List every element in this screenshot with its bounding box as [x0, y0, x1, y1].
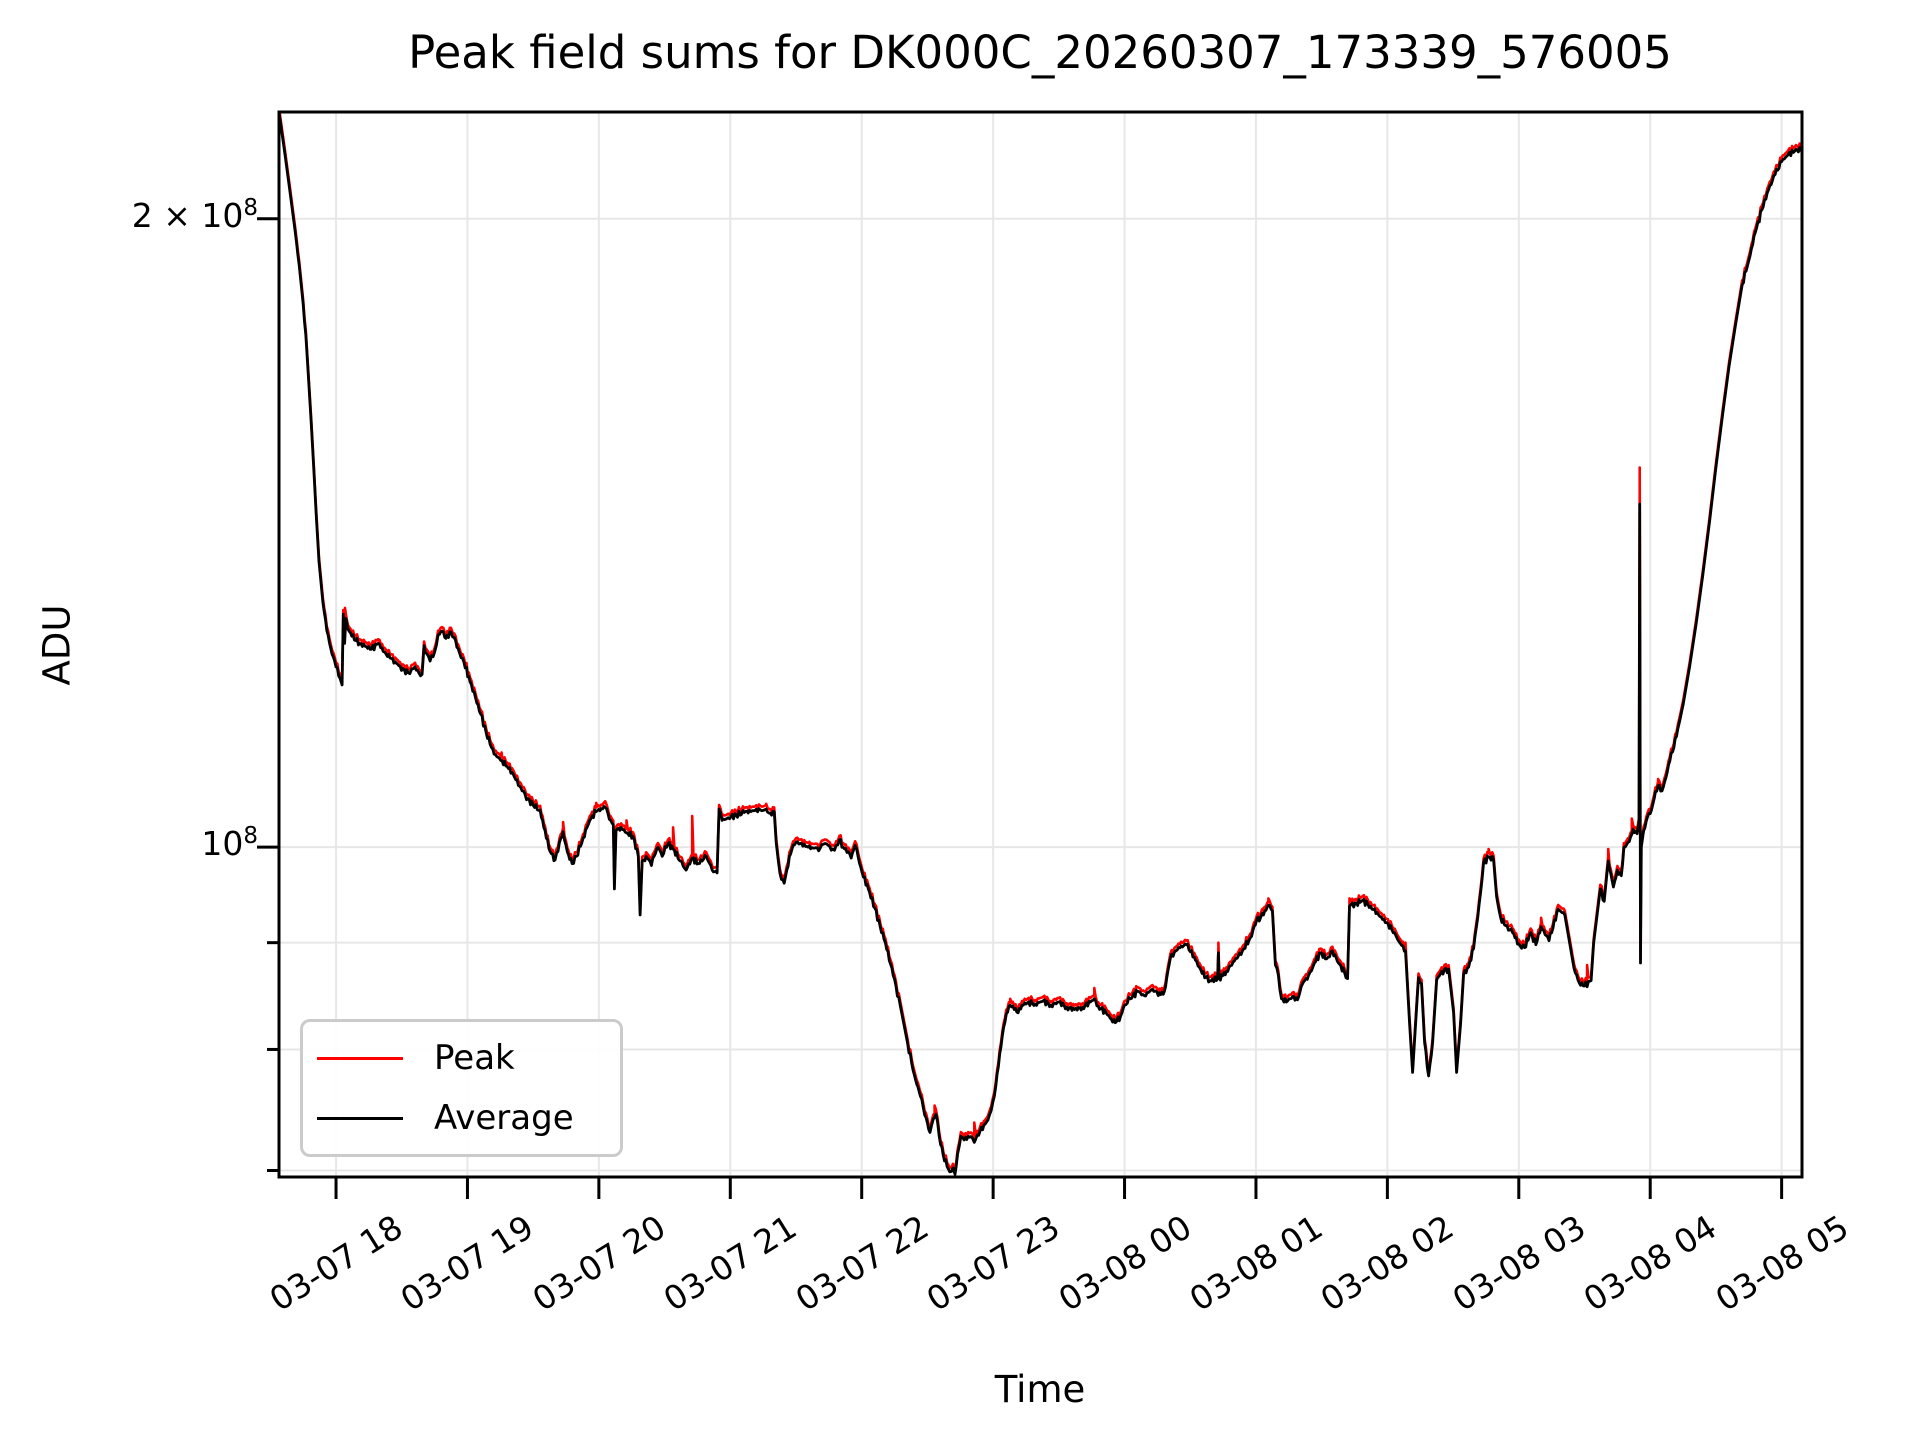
legend-item-peak: Peak: [303, 1038, 620, 1078]
y-axis-label: ADU: [35, 604, 79, 686]
series-lines: [279, 112, 1802, 1176]
peak-line-swatch: [317, 1056, 403, 1060]
average-line: [279, 112, 1802, 1176]
average-line-swatch: [317, 1116, 403, 1120]
axes-spines: [277, 110, 1804, 1179]
peak-line: [279, 112, 1802, 1172]
legend-label-average: Average: [434, 1098, 574, 1138]
axis-ticks: [257, 217, 1784, 1199]
x-axis-label: Time: [994, 1368, 1086, 1411]
legend-item-average: Average: [303, 1098, 620, 1138]
y-tick-label: 2 × 108: [131, 194, 258, 235]
chart-title: Peak field sums for DK000C_20260307_1733…: [408, 26, 1672, 79]
legend-label-peak: Peak: [434, 1038, 515, 1078]
gridlines: [279, 112, 1802, 1177]
y-tick-label: 108: [201, 823, 258, 864]
legend: Peak Average: [300, 1019, 623, 1157]
